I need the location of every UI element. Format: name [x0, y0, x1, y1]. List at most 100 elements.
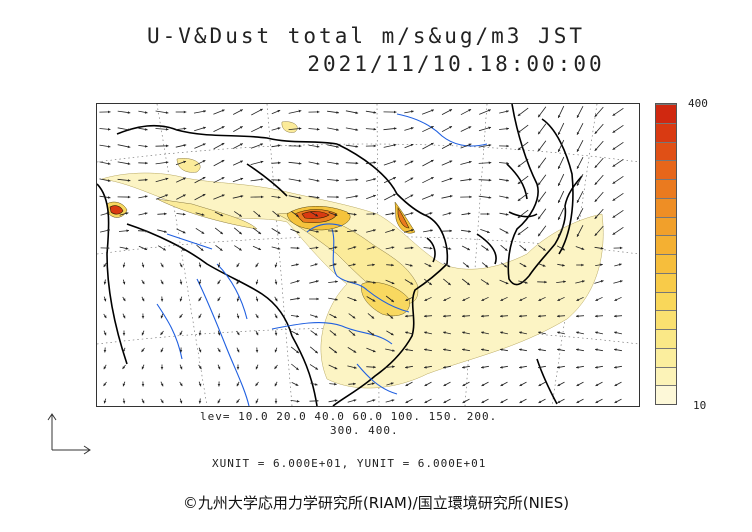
wind-arrow-head	[538, 314, 541, 318]
wind-arrow-head	[103, 383, 107, 386]
wind-arrow-head	[274, 315, 278, 319]
wind-arrow-head	[217, 384, 221, 387]
wind-arrow-head	[405, 331, 408, 334]
wind-arrow-head	[557, 331, 560, 334]
wind-arrow-head	[410, 194, 414, 198]
wind-arrow-head	[488, 126, 491, 130]
wind-arrow-head	[488, 161, 492, 165]
wind-arrow-head	[334, 213, 338, 216]
map-canvas	[97, 104, 639, 406]
wind-arrow-head	[468, 109, 472, 112]
wind-arrow-head	[144, 128, 148, 131]
wind-arrow-head	[505, 281, 509, 285]
wind-arrow-head	[424, 331, 427, 334]
wind-arrow-head	[260, 143, 263, 146]
wind-arrow-head	[562, 247, 565, 251]
wind-arrow-head	[538, 348, 541, 351]
wind-arrow-head	[538, 114, 541, 118]
wind-arrow-head	[481, 383, 485, 386]
wind-arrow-head	[179, 264, 183, 268]
wind-arrow-head	[221, 126, 225, 129]
wind-arrow-head	[198, 366, 202, 370]
wind-arrow-head	[538, 365, 541, 369]
wind-arrow-head	[334, 382, 337, 386]
wind-arrow-head	[160, 298, 164, 302]
wind-arrow-head	[277, 110, 281, 113]
wind-arrow-head	[523, 264, 527, 267]
wind-arrow-head	[236, 383, 240, 387]
wind-arrow-head	[582, 280, 585, 283]
wind-arrow-head	[336, 128, 339, 131]
wind-arrow-head	[166, 144, 169, 148]
wind-arrow-head	[576, 348, 579, 351]
wind-arrow-head	[594, 233, 598, 236]
wind-arrow-head	[355, 145, 359, 148]
wind-arrow-head	[240, 143, 243, 146]
wind-arrow-head	[125, 212, 129, 215]
wind-arrow-head	[198, 400, 202, 404]
wind-arrow-head	[141, 384, 145, 387]
wind-arrow-head	[506, 196, 509, 199]
legend-swatch	[656, 197, 676, 217]
legend-swatch	[656, 366, 676, 386]
wind-arrow-head	[390, 332, 394, 336]
wind-arrow-head	[558, 200, 561, 203]
wind-arrow-head	[354, 280, 357, 284]
wind-arrow-head	[449, 160, 453, 163]
rivers	[156, 113, 488, 406]
wind-arrow-head	[449, 143, 452, 146]
contour-levels-line2: 300. 400.	[330, 424, 399, 437]
wind-arrow-head	[449, 195, 453, 198]
wind-arrow-head	[274, 383, 278, 387]
legend-swatch	[656, 160, 676, 179]
wind-arrow-head	[449, 177, 453, 181]
wind-arrow-head	[462, 314, 465, 318]
wind-arrow-head	[410, 264, 413, 267]
wind-arrow-head	[443, 331, 446, 334]
wind-arrow-head	[144, 212, 148, 215]
wind-arrow-head	[198, 349, 202, 353]
wind-arrow-head	[259, 108, 263, 112]
wind-arrow-head	[103, 400, 107, 404]
wind-arrow-head	[334, 350, 337, 353]
wind-arrow-head	[315, 246, 319, 250]
wind-arrow-head	[481, 400, 485, 403]
wind-arrow-head	[612, 113, 616, 116]
wind-arrow-head	[467, 247, 470, 251]
wind-arrow-head	[201, 213, 205, 216]
wind-arrow-head	[296, 399, 300, 403]
wind-arrow-head	[183, 177, 186, 181]
wind-arrow-head	[517, 130, 521, 133]
wind-arrow-head	[103, 350, 107, 353]
legend-swatch	[656, 291, 676, 311]
wind-arrow-head	[274, 401, 278, 404]
wind-arrow-head	[500, 331, 503, 334]
wind-arrow-head	[274, 298, 278, 302]
wind-arrow-head	[576, 217, 580, 220]
wind-arrow-head	[538, 131, 541, 135]
wind-arrow-head	[468, 126, 472, 129]
wind-arrow-head	[295, 383, 299, 386]
wind-arrow-head	[315, 350, 318, 354]
wind-arrow-head	[316, 179, 320, 182]
wind-arrow-head	[145, 229, 148, 233]
wind-arrow-head	[594, 148, 598, 151]
wind-arrow-head	[236, 349, 240, 353]
wind-arrow-head	[335, 229, 338, 233]
wind-arrow-head	[443, 298, 447, 301]
wind-arrow-head	[373, 127, 377, 131]
wind-arrow-head	[466, 264, 469, 268]
wind-arrow-head	[108, 110, 111, 114]
wind-arrow-head	[505, 213, 509, 216]
wind-arrow-head	[236, 367, 240, 370]
wind-arrow-head	[468, 143, 472, 147]
wind-arrow-head	[373, 229, 376, 232]
wind-arrow-head	[198, 332, 202, 336]
wind-arrow-head	[410, 177, 414, 181]
wind-arrow-head	[353, 246, 357, 249]
wind-arrow-head	[576, 314, 579, 318]
wind-arrow-head	[107, 229, 110, 232]
wind-arrow-head	[392, 229, 395, 232]
wind-arrow-head	[614, 298, 618, 301]
wind-arrow-head	[179, 315, 183, 318]
